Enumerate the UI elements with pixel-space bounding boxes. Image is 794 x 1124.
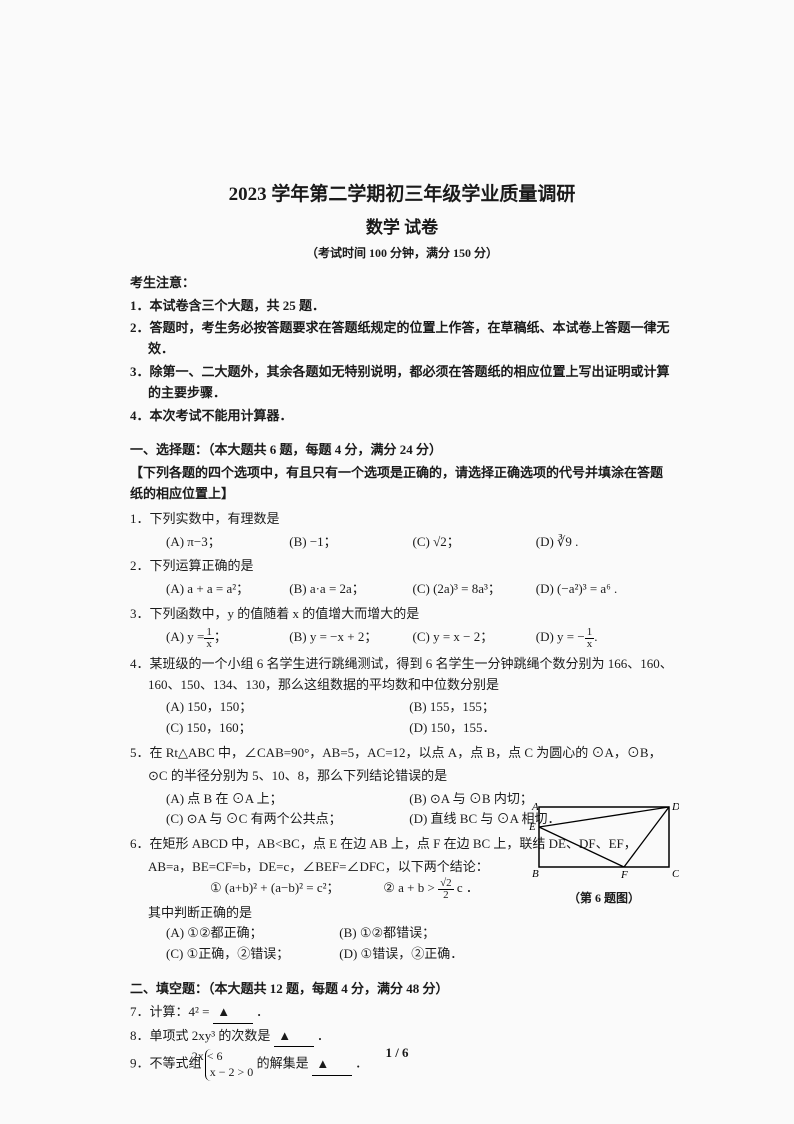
- q3-optD-post: .: [594, 627, 597, 648]
- q5-optA: (A) 点 B 在 ⊙A 上；: [166, 789, 406, 810]
- q3-optD-pre: (D) y = −: [536, 627, 585, 648]
- svg-text:E: E: [529, 821, 536, 833]
- q1-options: (A) π−3； (B) −1； (C) √2； (D) ∛9 .: [130, 532, 674, 553]
- q4-optD: (D) 150，155．: [409, 718, 649, 739]
- q1-optB: (B) −1；: [289, 532, 409, 553]
- q4-stem: 4．某班级的一个小组 6 名学生进行跳绳测试，得到 6 名学生一分钟跳绳个数分别…: [130, 654, 674, 696]
- q2-options: (A) a + a = a²； (B) a·a = 2a； (C) (2a)³ …: [130, 579, 674, 600]
- notice-item: 1．本试卷含三个大题，共 25 题．: [130, 296, 674, 317]
- fraction-icon: √22: [438, 878, 454, 901]
- q1-optD: (D) ∛9 .: [536, 532, 656, 553]
- q6-optD: (D) ①错误，②正确．: [339, 944, 509, 965]
- notice-item: 3．除第一、二大题外，其余各题如无特别说明，都必须在答题纸的相应位置上写出证明或…: [130, 362, 674, 404]
- q3-optD: (D) y = − 1x .: [536, 627, 656, 650]
- q6-eq2: ② a + b > √22 c ．: [383, 880, 479, 895]
- exam-info: （考试时间 100 分钟，满分 150 分）: [130, 244, 674, 263]
- q1-optA: (A) π−3；: [166, 532, 286, 553]
- q3-optC: (C) y = x − 2；: [413, 627, 533, 648]
- svg-text:B: B: [532, 868, 539, 880]
- fraction-icon: 1x: [585, 627, 595, 650]
- q6-figure: A D E B F C （第 6 题图）: [529, 802, 679, 908]
- q2-stem: 2．下列运算正确的是: [130, 556, 674, 577]
- q6-optB: (B) ①②都错误；: [339, 923, 509, 944]
- svg-text:F: F: [620, 869, 628, 880]
- q7: 7．计算：4² = ▲ ．: [130, 1002, 674, 1024]
- section1-sub: 【下列各题的四个选项中，有且只有一个选项是正确的，请选择正确选项的代号并填涂在答…: [130, 463, 674, 505]
- section1-heading: 一、选择题：（本大题共 6 题，每题 4 分，满分 24 分）: [130, 440, 674, 461]
- svg-text:D: D: [671, 802, 679, 813]
- q2-optC: (C) (2a)³ = 8a³；: [413, 579, 533, 600]
- q3-optA: (A) y = 1x；: [166, 627, 286, 650]
- q2-optA: (A) a + a = a²；: [166, 579, 286, 600]
- q3-options: (A) y = 1x； (B) y = −x + 2； (C) y = x − …: [130, 627, 674, 650]
- q3-optB: (B) y = −x + 2；: [289, 627, 409, 648]
- q3-stem: 3．下列函数中，y 的值随着 x 的值增大而增大的是: [130, 604, 674, 625]
- q3-optA-pre: (A) y =: [166, 627, 204, 648]
- page-number: 1 / 6: [0, 1043, 794, 1064]
- q4-options: (A) 150，150； (B) 155，155； (C) 150，160； (…: [130, 697, 674, 739]
- q1-stem: 1．下列实数中，有理数是: [130, 509, 674, 530]
- q4-optC: (C) 150，160；: [166, 718, 406, 739]
- q5-stem2: ⊙C 的半径分别为 5、10、8，那么下列结论错误的是: [130, 766, 674, 787]
- page-subtitle: 数学 试卷: [130, 214, 674, 241]
- q5-stem1: 5．在 Rt△ABC 中，∠CAB=90°，AB=5，AC=12，以点 A，点 …: [130, 743, 674, 764]
- q6-optC: (C) ①正确，②错误；: [166, 944, 336, 965]
- notice-item: 4．本次考试不能用计算器．: [130, 406, 674, 427]
- notice-item: 2．答题时，考生务必按答题要求在答题纸规定的位置上作答，在草稿纸、本试卷上答题一…: [130, 318, 674, 360]
- q6-eq1: ① (a+b)² + (a−b)² = c²；: [210, 878, 380, 899]
- q6-figure-caption: （第 6 题图）: [529, 889, 679, 908]
- q3-optA-post: ；: [214, 627, 227, 648]
- q2-optB: (B) a·a = 2a；: [289, 579, 409, 600]
- blank-fill: ▲: [213, 1002, 253, 1024]
- q2-optD: (D) (−a²)³ = a⁶ .: [536, 579, 656, 600]
- q5-optC: (C) ⊙A 与 ⊙C 有两个公共点；: [166, 809, 406, 830]
- q6-optA: (A) ①②都正确；: [166, 923, 336, 944]
- q4-optB: (B) 155，155；: [409, 697, 649, 718]
- exam-page: 2023 学年第二学期初三年级学业质量调研 数学 试卷 （考试时间 100 分钟…: [0, 0, 794, 1124]
- rectangle-diagram-icon: A D E B F C: [529, 802, 679, 880]
- q4-optA: (A) 150，150；: [166, 697, 406, 718]
- page-title: 2023 学年第二学期初三年级学业质量调研: [130, 180, 674, 210]
- section2-heading: 二、填空题：（本大题共 12 题，每题 4 分，满分 48 分）: [130, 979, 674, 1000]
- svg-text:A: A: [531, 802, 539, 813]
- q6-options: (A) ①②都正确； (B) ①②都错误； (C) ①正确，②错误； (D) ①…: [130, 923, 674, 965]
- notice-heading: 考生注意：: [130, 273, 674, 294]
- q1-optC: (C) √2；: [413, 532, 533, 553]
- svg-text:C: C: [672, 868, 679, 880]
- fraction-icon: 1x: [204, 627, 214, 650]
